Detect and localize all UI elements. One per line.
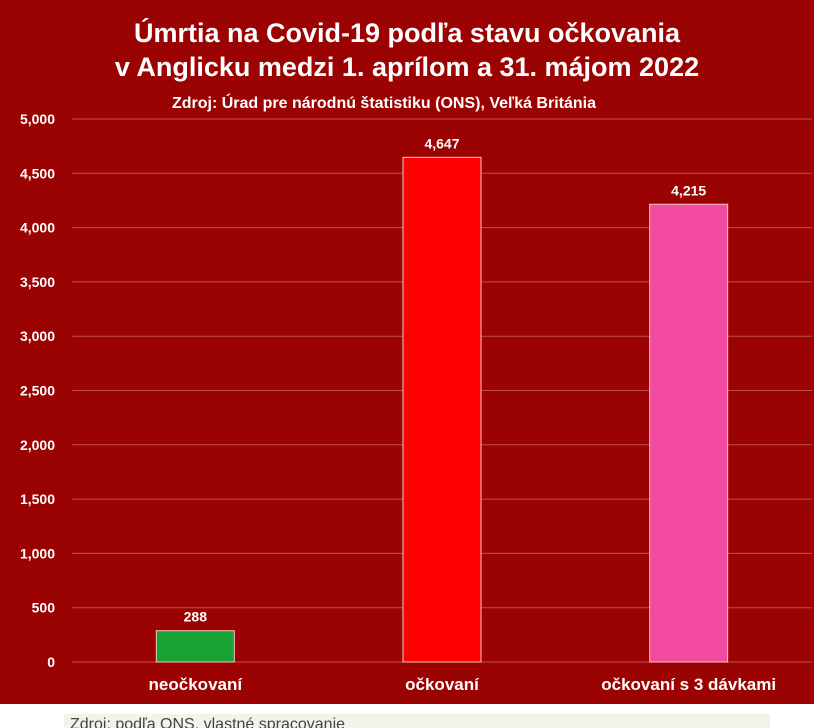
bar — [402, 156, 482, 663]
y-tick-label: 1,500 — [20, 491, 55, 507]
data-label: 288 — [184, 609, 208, 625]
x-tick-label: očkovaní — [405, 675, 480, 694]
data-label: 4,215 — [671, 182, 706, 198]
y-tick-label: 4,000 — [20, 220, 55, 236]
y-tick-label: 500 — [32, 600, 56, 616]
y-tick-label: 2,000 — [20, 437, 55, 453]
y-tick-label: 4,500 — [20, 165, 55, 181]
bar — [649, 203, 729, 663]
data-label: 4,647 — [424, 135, 459, 151]
y-tick-label: 1,000 — [20, 545, 55, 561]
y-tick-label: 0 — [47, 654, 55, 670]
chart-subtitle: Zdroj: Úrad pre národnú štatistiku (ONS)… — [172, 93, 596, 112]
data-labels-layer: 288 4,647 4,215 — [184, 135, 707, 624]
y-tick-label: 5,000 — [20, 111, 55, 127]
y-tick-label: 3,500 — [20, 274, 55, 290]
y-tick-label: 2,500 — [20, 383, 55, 399]
x-axis-ticks: neočkovaní očkovaní očkovaní s 3 dávkami — [149, 675, 777, 694]
y-tick-label: 3,000 — [20, 328, 55, 344]
bar — [155, 630, 235, 663]
y-axis-ticks: 0 500 1,000 1,500 2,000 2,500 3,000 3,500 4,000 4… — [20, 111, 55, 670]
x-tick-label: očkovaní s 3 dávkami — [601, 675, 776, 694]
x-tick-label: neočkovaní — [149, 675, 244, 694]
bars-layer — [155, 156, 729, 663]
caption-strip: Zdroj: podľa ONS, vlastné spracovanie — [64, 714, 770, 728]
chart-title-line-2: v Anglicku medzi 1. aprílom a 31. májom … — [115, 52, 699, 82]
caption-text: Zdroj: podľa ONS, vlastné spracovanie — [70, 716, 346, 728]
chart-title-line-1: Úmrtia na Covid-19 podľa stavu očkovania — [134, 17, 681, 48]
